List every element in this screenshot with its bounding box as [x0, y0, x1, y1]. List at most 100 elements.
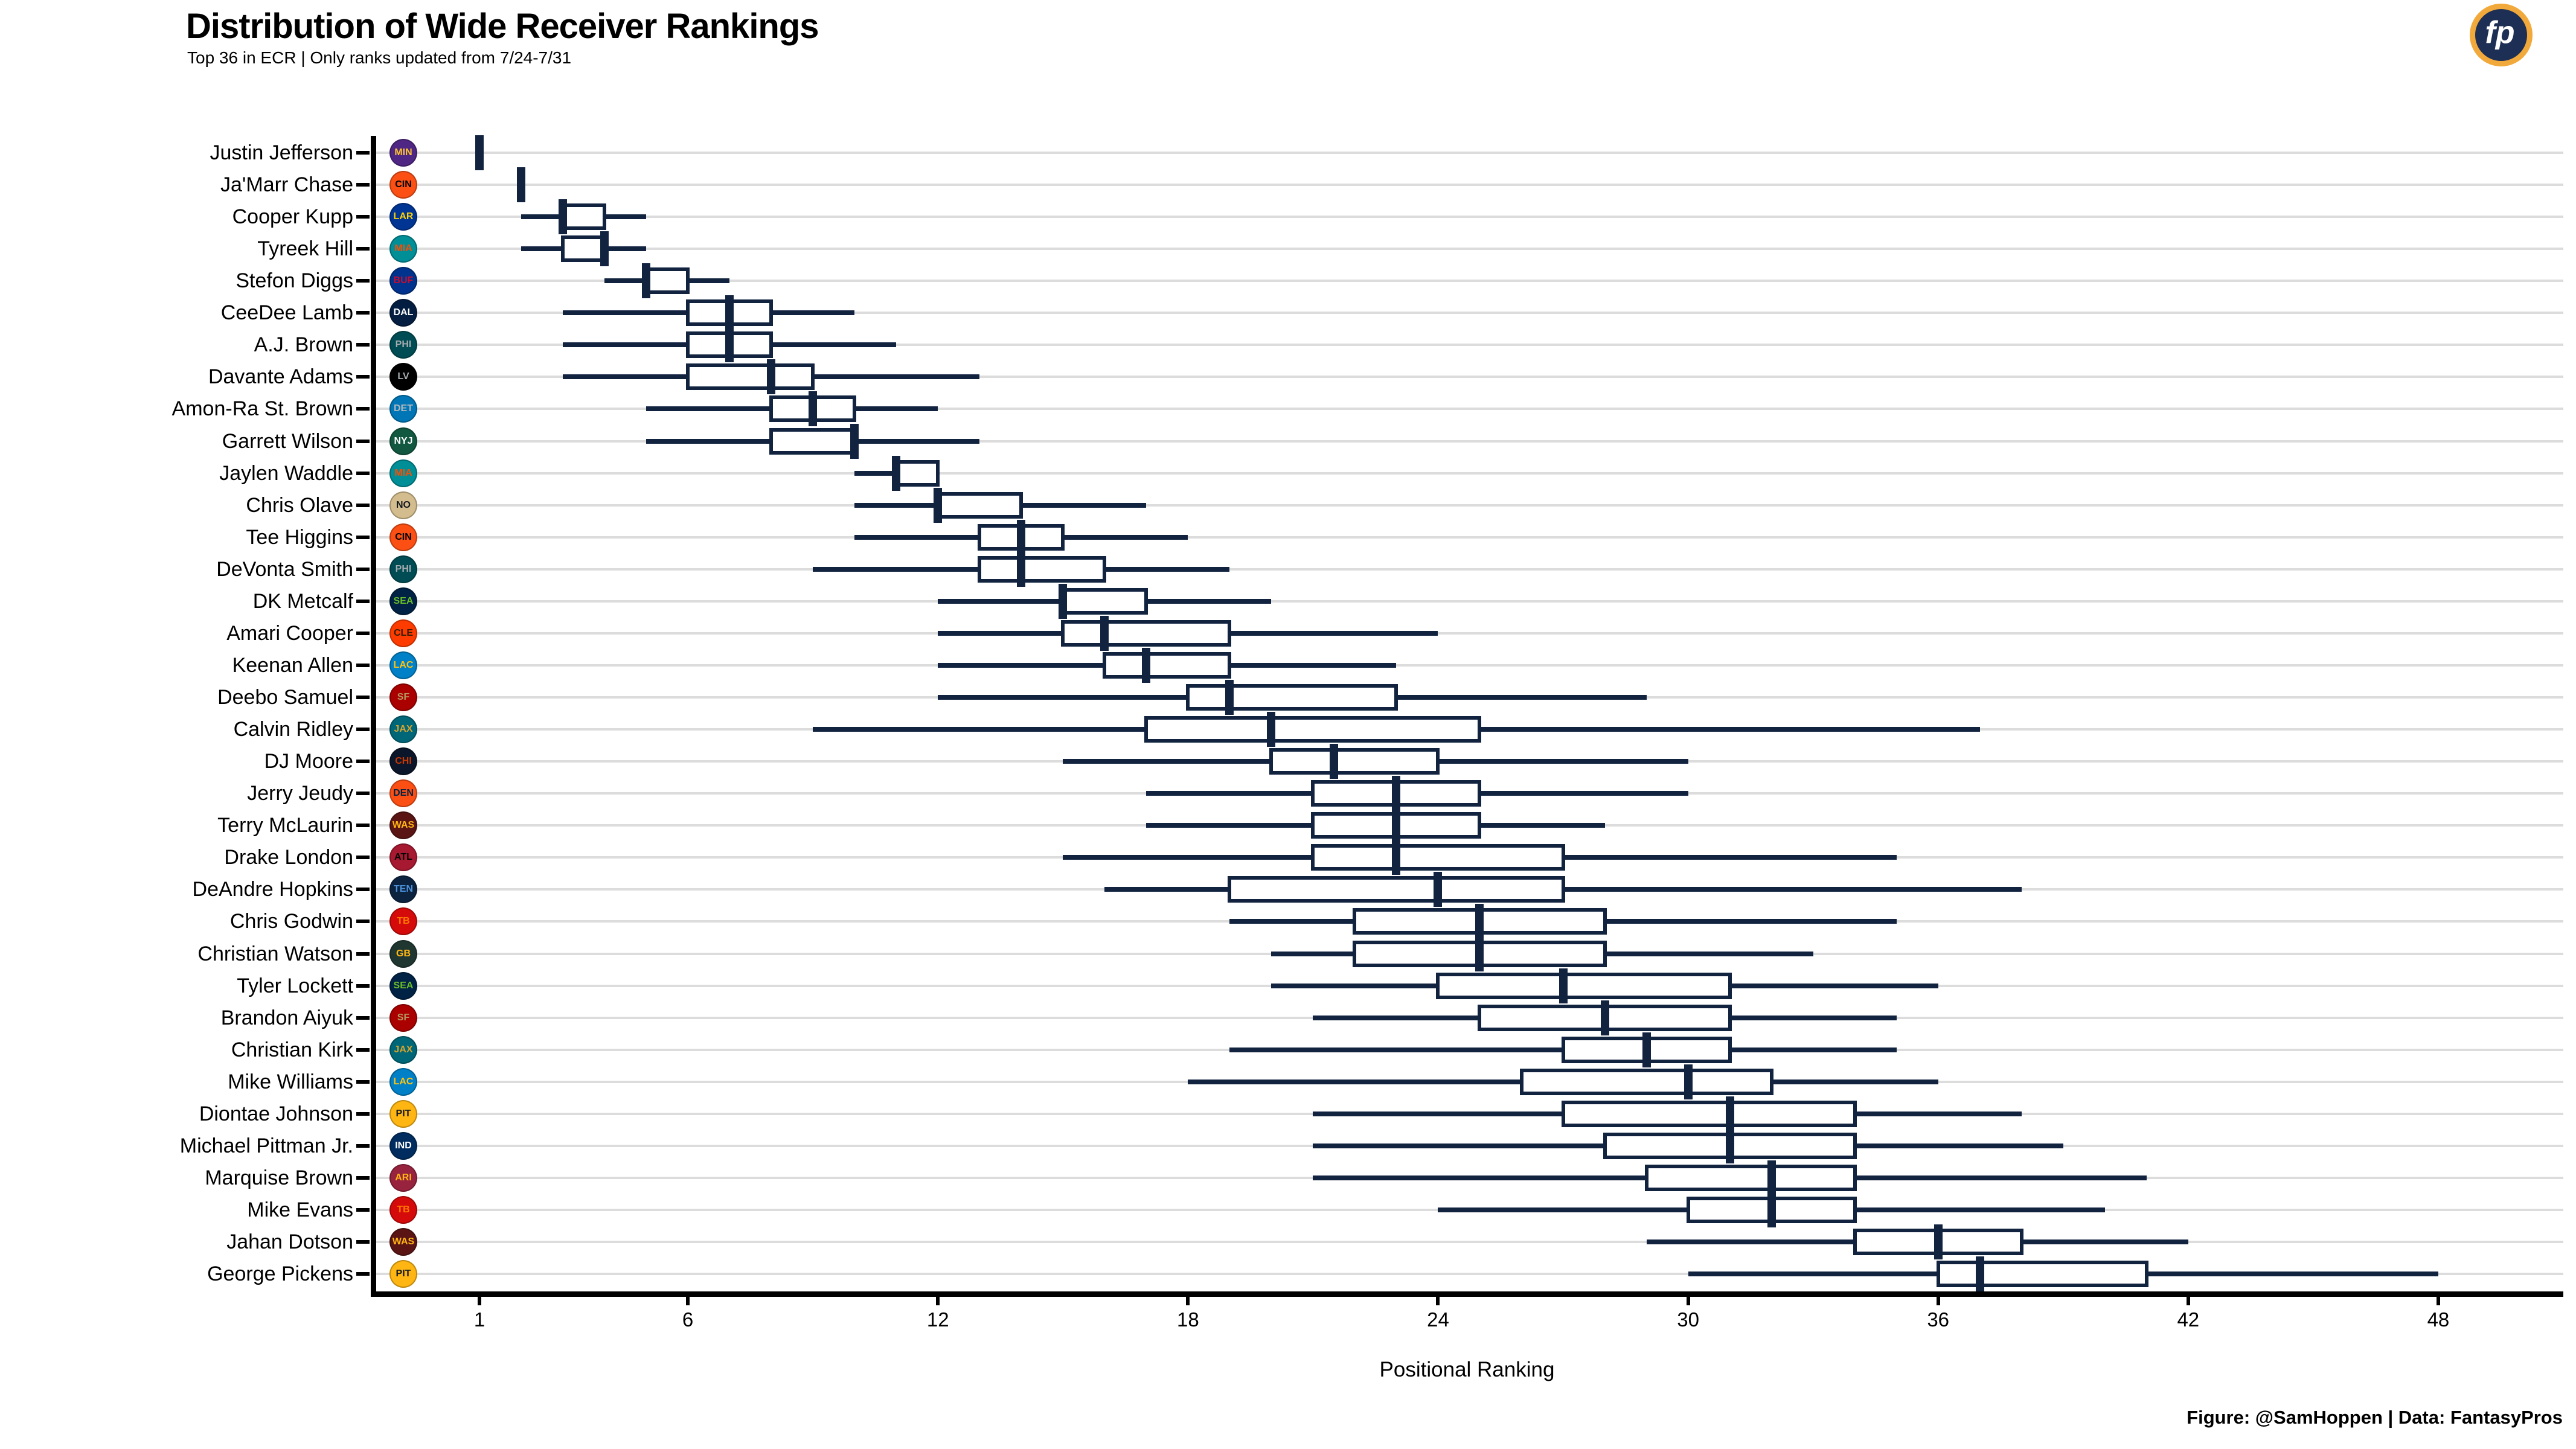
iqr-box [644, 267, 690, 295]
y-tick [356, 1208, 370, 1212]
median-line [1725, 1096, 1734, 1131]
player-label: Jaylen Waddle [219, 461, 353, 485]
player-label: Jahan Dotson [226, 1230, 353, 1254]
y-tick [356, 696, 370, 700]
y-tick [356, 1240, 370, 1244]
median-line [1642, 1032, 1651, 1067]
player-label: Tee Higgins [246, 525, 353, 549]
player-label: CeeDee Lamb [220, 301, 353, 325]
team-logo-sf-icon: SF [389, 683, 417, 712]
x-axis-label: Positional Ranking [1379, 1358, 1555, 1381]
x-tick [1186, 1297, 1190, 1305]
y-tick [356, 792, 370, 796]
team-logo-pit-icon: PIT [389, 1099, 417, 1128]
team-logo-no-icon: NO [389, 491, 417, 519]
team-logo-sf-icon: SF [389, 1003, 417, 1032]
x-axis-line [371, 1291, 2563, 1297]
row-gridline [376, 1273, 2563, 1276]
row-gridline [376, 216, 2563, 219]
y-axis-spine [371, 136, 376, 1297]
player-label: Jerry Jeudy [247, 782, 353, 805]
row-gridline [376, 664, 2563, 667]
x-tick [1936, 1297, 1940, 1305]
team-logo-ten-icon: TEN [389, 875, 417, 904]
iqr-box [1269, 748, 1440, 775]
team-logo-dal-icon: DAL [389, 299, 417, 327]
iqr-box [769, 427, 857, 455]
y-tick [356, 183, 370, 187]
player-label: Tyreek Hill [257, 237, 353, 261]
row-gridline [376, 440, 2563, 443]
x-tick [2436, 1297, 2440, 1305]
player-label: Keenan Allen [232, 653, 353, 677]
iqr-box [1103, 651, 1232, 679]
y-tick [356, 375, 370, 379]
y-tick [356, 471, 370, 475]
y-tick [356, 1112, 370, 1116]
x-tick-label: 42 [2177, 1308, 2200, 1331]
player-label: Tyler Lockett [237, 974, 353, 997]
player-label: Stefon Diggs [235, 269, 353, 293]
y-tick [356, 503, 370, 507]
y-tick [356, 631, 370, 635]
player-label: Brandon Aiyuk [220, 1006, 353, 1029]
team-logo-gb-icon: GB [389, 939, 417, 968]
iqr-box [936, 491, 1024, 519]
row-gridline [376, 248, 2563, 251]
median-line [934, 487, 943, 523]
median-line [850, 423, 859, 459]
median-line [1329, 744, 1338, 779]
player-label: DJ Moore [264, 750, 353, 773]
team-logo-was-icon: WAS [389, 1228, 417, 1256]
team-logo-jax-icon: JAX [389, 715, 417, 744]
iqr-box [1519, 1068, 1773, 1095]
team-logo-cle-icon: CLE [389, 619, 417, 647]
player-label: Mike Williams [228, 1070, 353, 1093]
row-gridline [376, 568, 2563, 571]
iqr-box [1644, 1164, 1857, 1191]
y-tick [356, 407, 370, 411]
median-line [1434, 872, 1443, 907]
median-line [1059, 583, 1068, 619]
player-label: Amon-Ra St. Brown [171, 397, 353, 421]
y-tick [356, 1048, 370, 1052]
fantasypros-logo-icon: fp [2470, 4, 2533, 66]
y-tick [356, 1016, 370, 1020]
median-line [600, 231, 609, 267]
y-tick [356, 247, 370, 251]
y-tick [356, 343, 370, 347]
y-tick [356, 151, 370, 155]
y-tick [356, 215, 370, 219]
x-tick [478, 1297, 481, 1305]
iqr-box [1311, 844, 1565, 871]
row-gridline [376, 632, 2563, 635]
row-gridline [376, 280, 2563, 283]
median-line [892, 455, 901, 491]
team-logo-phi-icon: PHI [389, 331, 417, 359]
y-tick [356, 728, 370, 732]
iqr-box [1144, 716, 1482, 743]
iqr-box [1061, 619, 1232, 647]
row-gridline [376, 312, 2563, 315]
row-gridline [376, 536, 2563, 539]
team-logo-mia-icon: MIA [389, 459, 417, 487]
y-tick [356, 1176, 370, 1180]
team-logo-jax-icon: JAX [389, 1035, 417, 1064]
player-label: Deebo Samuel [217, 686, 353, 709]
row-gridline [376, 1241, 2563, 1244]
iqr-box [1186, 684, 1399, 711]
median-line [1225, 680, 1234, 715]
median-line [642, 263, 651, 299]
team-logo-lar-icon: LAR [389, 203, 417, 231]
median-line [1392, 808, 1401, 843]
x-tick [2186, 1297, 2190, 1305]
player-label: Terry McLaurin [217, 814, 353, 837]
team-logo-was-icon: WAS [389, 811, 417, 840]
team-logo-min-icon: MIN [389, 139, 417, 167]
y-tick [356, 535, 370, 539]
median-line [1392, 776, 1401, 811]
median-line [1934, 1224, 1943, 1260]
iqr-box [894, 459, 940, 487]
median-line [809, 391, 818, 427]
x-tick [936, 1297, 940, 1305]
